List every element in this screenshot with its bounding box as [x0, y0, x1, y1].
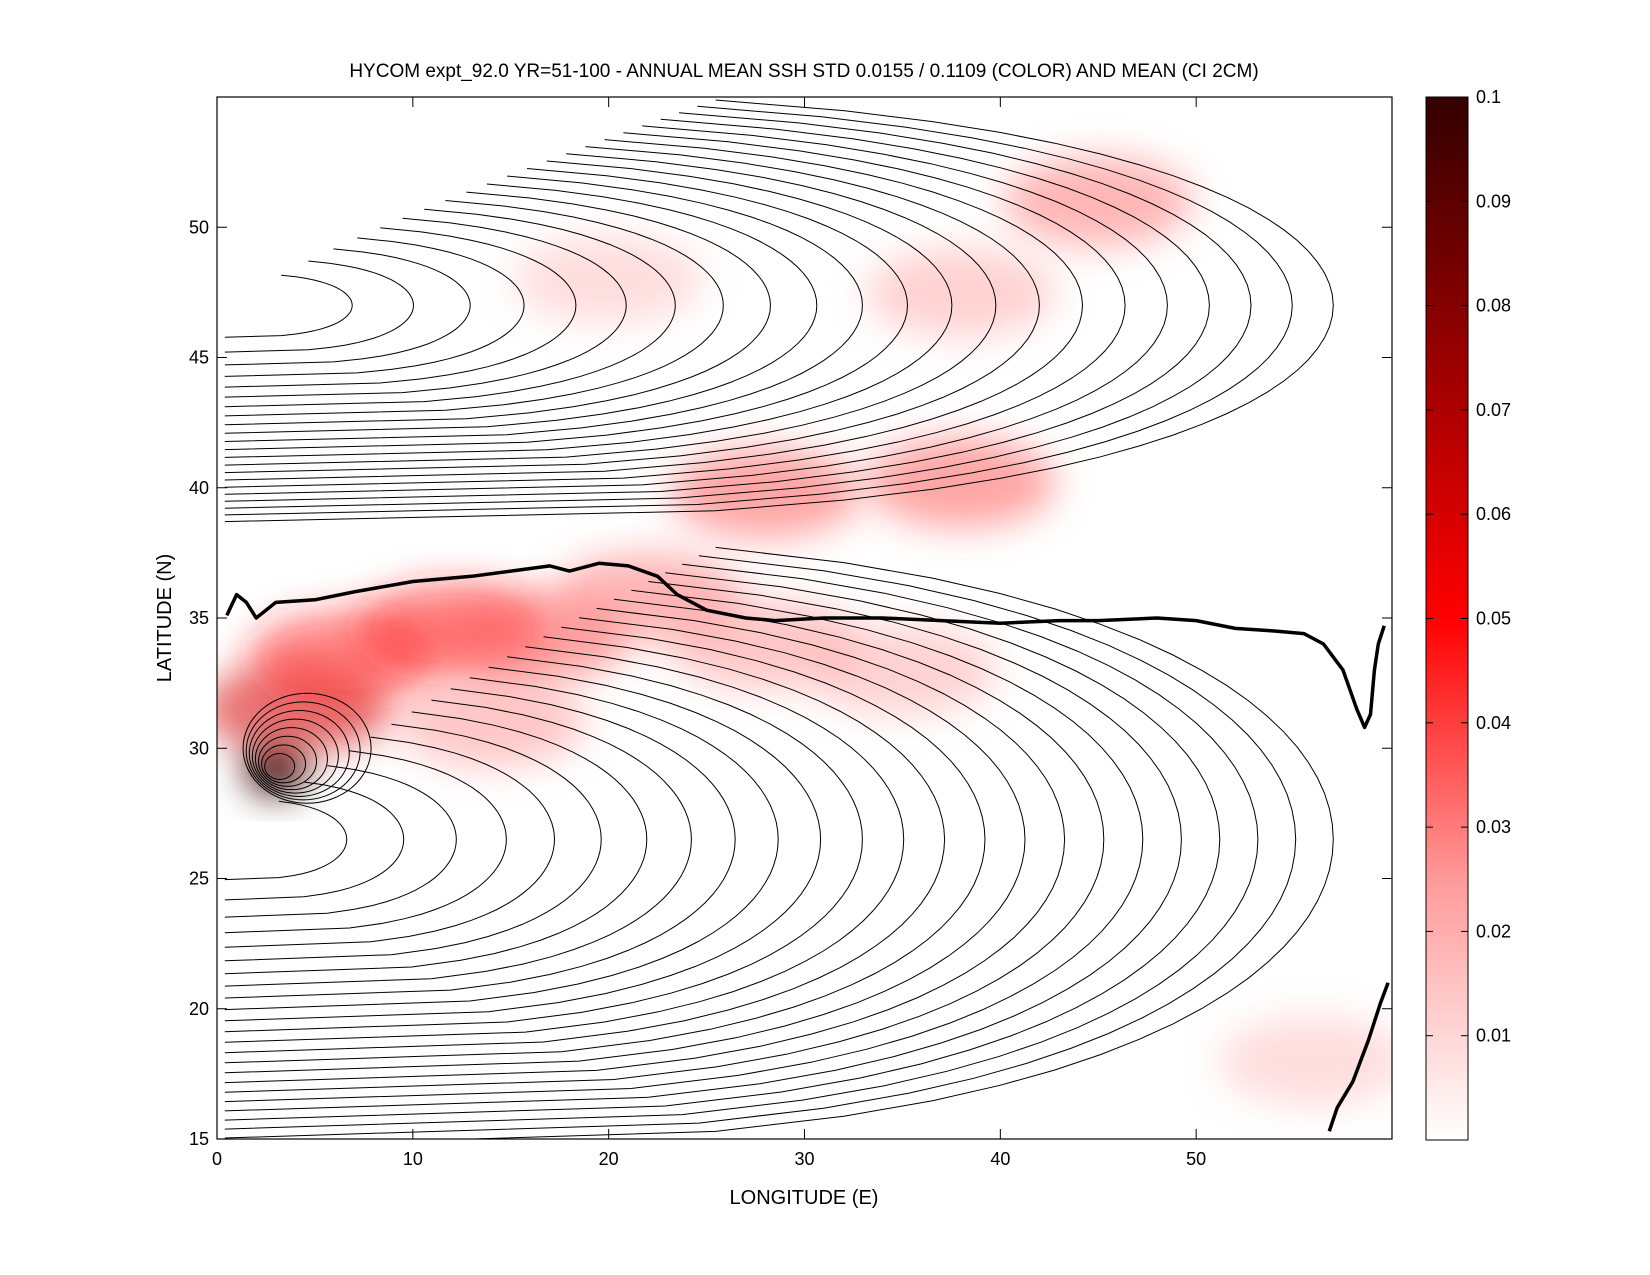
subpolar-contour-17	[224, 132, 1126, 488]
subpolar-contour-7	[224, 208, 676, 408]
y-tick-label-30: 30	[189, 738, 209, 758]
colorbar-tick-label-0.03: 0.03	[1476, 817, 1511, 837]
subtropical-contour-5	[224, 736, 556, 948]
y-tick-label-25: 25	[189, 869, 209, 889]
subpolar-contour-11	[224, 175, 863, 442]
std-blob-10	[866, 247, 1057, 338]
y-tick-label-50: 50	[189, 217, 209, 237]
colorbar-tick-label-0.1: 0.1	[1476, 87, 1501, 107]
y-tick-label-40: 40	[189, 478, 209, 498]
subpolar-contour-18	[224, 125, 1168, 495]
subtropical-contour-15	[224, 626, 986, 1064]
recirculation-contour-8	[242, 692, 372, 804]
subtropical-contour-4	[224, 750, 507, 934]
colorbar-tick-label-0.08: 0.08	[1476, 296, 1511, 316]
recirculation-contour-6	[248, 709, 350, 797]
x-axis: 0 10 20 30 40 50	[212, 97, 1206, 1169]
subtropical-contour-1	[224, 800, 348, 881]
std-heat-layer	[217, 156, 1392, 1106]
subtropical-contour-23	[224, 555, 1297, 1139]
subtropical-contour-24	[457, 546, 1334, 1139]
subpolar-contour-10	[224, 183, 818, 434]
std-blob-13	[807, 625, 998, 716]
colorbar-tick-label-0.01: 0.01	[1476, 1026, 1511, 1046]
subtropical-contour-2	[224, 781, 405, 901]
subpolar-contour-12	[224, 168, 909, 451]
colorbar-tick-label-0.05: 0.05	[1476, 609, 1511, 629]
subtropical-contour-9	[224, 688, 736, 999]
subtropical-contour-20	[224, 581, 1182, 1112]
mean-contour-layer	[224, 99, 1390, 1139]
x-tick-label-20: 20	[599, 1149, 619, 1169]
subtropical-contour-12	[224, 656, 863, 1033]
subpolar-contour-19	[224, 118, 1210, 502]
subpolar-contour-9	[224, 191, 771, 426]
subpolar-contour-13	[224, 160, 953, 458]
zero-contour-southeast	[1327, 982, 1390, 1132]
colorbar-tick-label-0.02: 0.02	[1476, 921, 1511, 941]
subtropical-contour-3	[224, 765, 457, 918]
y-axis-title: LATITUDE (N)	[154, 554, 176, 683]
colorbar-ticks: 0.01 0.02 0.03 0.04 0.05 0.06 0.07 0.08 0.09 0.1	[1426, 87, 1511, 1046]
subtropical-contour-21	[224, 572, 1221, 1121]
subpolar-contour-2	[224, 260, 415, 353]
subtropical-contour-19	[224, 589, 1144, 1103]
subpolar-contour-6	[224, 217, 627, 398]
std-blob-8	[866, 437, 1057, 528]
subtropical-contour-10	[224, 677, 779, 1011]
colorbar-tick-label-0.07: 0.07	[1476, 400, 1511, 420]
x-tick-label-40: 40	[990, 1149, 1010, 1169]
subtropical-contour-17	[224, 607, 1066, 1084]
subpolar-contour-8	[224, 200, 724, 417]
subpolar-contour-16	[224, 139, 1084, 481]
std-blob-12	[396, 677, 587, 768]
subpolar-contour-15	[224, 146, 1040, 474]
y-tick-label-45: 45	[189, 348, 209, 368]
subpolar-contour-4	[224, 237, 525, 377]
subtropical-contour-16	[224, 617, 1026, 1074]
subpolar-contour-14	[224, 153, 997, 466]
subpolar-contour-21	[224, 105, 1293, 516]
recirculation-contour-1	[264, 752, 296, 780]
subtropical-contour-14	[224, 636, 946, 1054]
x-tick-label-0: 0	[212, 1149, 222, 1169]
y-tick-label-20: 20	[189, 999, 209, 1019]
x-tick-label-30: 30	[794, 1149, 814, 1169]
recirculation-contour-5	[251, 718, 339, 794]
subtropical-contour-11	[224, 666, 822, 1022]
y-axis: 15 20 25 30 35 40 45 50	[189, 217, 1392, 1149]
subtropical-contour-6	[224, 723, 602, 962]
subpolar-contour-20	[224, 112, 1252, 509]
colorbar-tick-label-0.06: 0.06	[1476, 504, 1511, 524]
std-blob-14	[1218, 1015, 1392, 1106]
subpolar-contour-1	[224, 274, 353, 338]
recirculation-contour-3	[258, 735, 317, 787]
subtropical-contour-22	[224, 563, 1259, 1130]
subtropical-contour-13	[224, 646, 905, 1043]
std-blob-11	[513, 234, 704, 325]
subpolar-contour-3	[224, 248, 471, 366]
recirculation-contour-7	[245, 701, 361, 801]
subtropical-contour-8	[224, 699, 692, 987]
std-blob-7	[670, 447, 861, 538]
subtropical-contour-18	[224, 598, 1105, 1093]
std-blob-9	[1003, 156, 1194, 247]
colorbar-tick-label-0.04: 0.04	[1476, 713, 1511, 733]
subtropical-contour-7	[224, 711, 648, 975]
y-tick-label-15: 15	[189, 1129, 209, 1149]
chart-title: HYCOM expt_92.0 YR=51-100 - ANNUAL MEAN …	[349, 61, 1258, 82]
x-axis-title: LONGITUDE (E)	[730, 1187, 879, 1209]
x-tick-label-50: 50	[1186, 1149, 1206, 1169]
plot-area: 0 10 20 30 40 50 15 20 25 30 35 40 45 50	[189, 96, 1393, 1169]
subpolar-contour-5	[224, 227, 577, 388]
y-tick-label-35: 35	[189, 608, 209, 628]
x-tick-label-10: 10	[403, 1149, 423, 1169]
zero-contour-line	[225, 561, 1386, 730]
colorbar: 0.01 0.02 0.03 0.04 0.05 0.06 0.07 0.08 0.09 0.1	[1425, 87, 1511, 1141]
recirculation-contour-2	[261, 744, 307, 784]
subpolar-contour-22	[224, 99, 1334, 523]
recirculation-contour-4	[254, 727, 328, 791]
colorbar-tick-label-0.09: 0.09	[1476, 191, 1511, 211]
